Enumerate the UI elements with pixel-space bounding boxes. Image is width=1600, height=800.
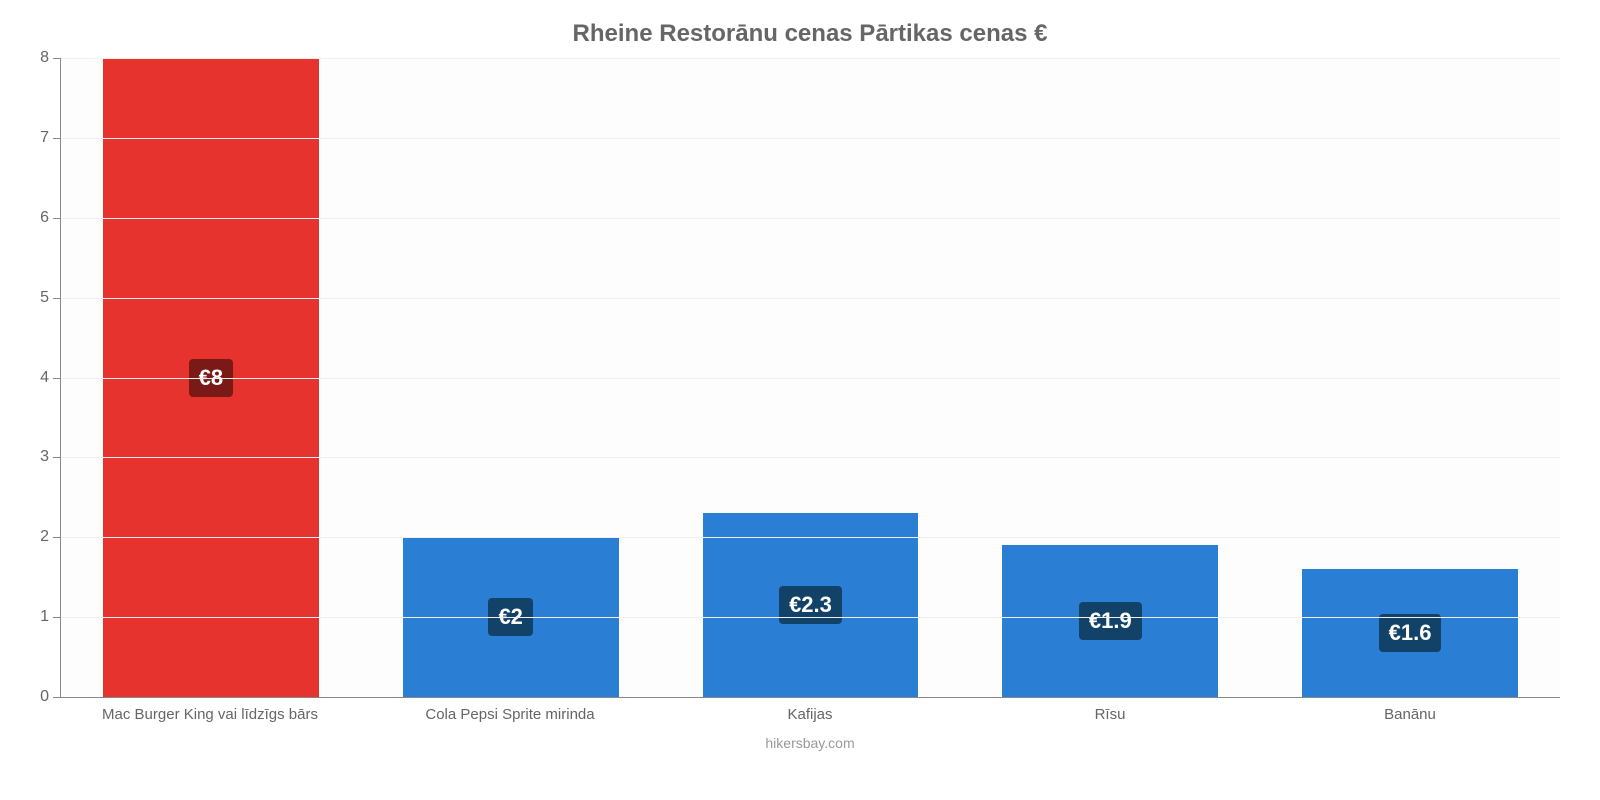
grid-line: [61, 378, 1560, 379]
chart-footer: hikersbay.com: [60, 735, 1560, 751]
grid-line: [61, 457, 1560, 458]
bar-value-label: €1.6: [1379, 614, 1442, 652]
x-axis-label: Mac Burger King vai līdzīgs bārs: [60, 706, 360, 723]
grid-line: [61, 617, 1560, 618]
bar-value-label: €1.9: [1079, 602, 1142, 640]
y-tick-label: 8: [40, 49, 61, 67]
grid-line: [61, 138, 1560, 139]
x-axis-labels: Mac Burger King vai līdzīgs bārsCola Pep…: [60, 706, 1560, 723]
y-tick-label: 1: [40, 608, 61, 626]
bar: €1.9: [1002, 545, 1218, 697]
plot-area: €8€2€2.3€1.9€1.6 012345678: [60, 58, 1560, 698]
chart-title: Rheine Restorānu cenas Pārtikas cenas €: [60, 20, 1560, 48]
bar-value-label: €2.3: [779, 586, 842, 624]
x-axis-label: Cola Pepsi Sprite mirinda: [360, 706, 660, 723]
y-tick-label: 7: [40, 129, 61, 147]
y-tick-label: 4: [40, 369, 61, 387]
y-tick-label: 0: [40, 688, 61, 706]
grid-line: [61, 218, 1560, 219]
grid-line: [61, 58, 1560, 59]
chart-container: Rheine Restorānu cenas Pārtikas cenas € …: [0, 0, 1600, 800]
x-axis-label: Banānu: [1260, 706, 1560, 723]
grid-line: [61, 537, 1560, 538]
y-tick-label: 5: [40, 289, 61, 307]
bar: €2.3: [703, 513, 919, 697]
bar: €1.6: [1302, 569, 1518, 697]
y-tick-label: 2: [40, 528, 61, 546]
y-tick-label: 3: [40, 448, 61, 466]
y-tick-label: 6: [40, 209, 61, 227]
grid-line: [61, 298, 1560, 299]
x-axis-label: Kafijas: [660, 706, 960, 723]
x-axis-label: Rīsu: [960, 706, 1260, 723]
